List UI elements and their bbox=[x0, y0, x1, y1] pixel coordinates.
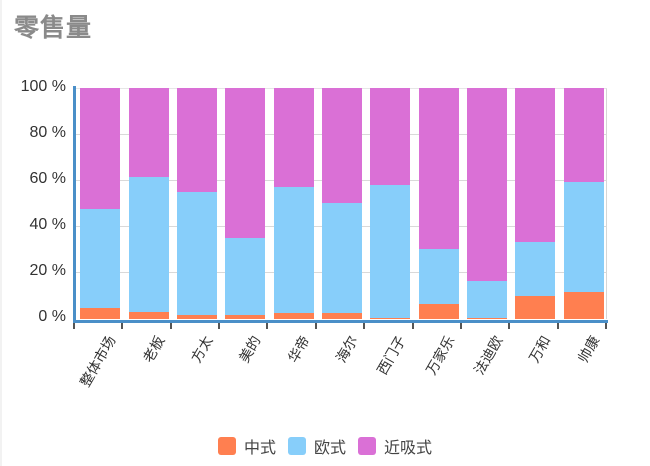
x-tick bbox=[556, 323, 559, 329]
bar-segment[interactable] bbox=[176, 315, 217, 319]
x-tick bbox=[605, 323, 607, 329]
bar-segment[interactable] bbox=[128, 88, 169, 177]
bar-segment[interactable] bbox=[273, 88, 314, 188]
bar-segment[interactable] bbox=[515, 242, 556, 296]
stacked-bar[interactable] bbox=[225, 88, 266, 319]
bar-segment[interactable] bbox=[128, 176, 169, 313]
stacked-bar[interactable] bbox=[273, 88, 314, 319]
stacked-bar[interactable] bbox=[563, 88, 604, 319]
stacked-bar[interactable] bbox=[322, 88, 362, 319]
x-tick-label: 万家乐 bbox=[423, 333, 459, 378]
bar-segment[interactable] bbox=[273, 187, 314, 313]
bar-segment[interactable] bbox=[225, 238, 266, 316]
x-tick-label: 帅康 bbox=[575, 333, 604, 366]
frame-edge bbox=[0, 0, 2, 466]
legend-label: 欧式 bbox=[313, 438, 346, 457]
legend-item-zhongshi[interactable]: 中式 bbox=[217, 434, 276, 458]
legend-label: 近吸式 bbox=[384, 438, 433, 457]
bar-segment[interactable] bbox=[225, 88, 266, 239]
x-axis-line bbox=[73, 320, 608, 323]
bar-segment[interactable] bbox=[322, 313, 362, 319]
bar-segment[interactable] bbox=[80, 307, 121, 319]
x-tick bbox=[314, 323, 317, 329]
y-tick-label: 100 % bbox=[20, 78, 66, 95]
bar-segment[interactable] bbox=[515, 295, 556, 319]
bar-segment[interactable] bbox=[563, 291, 604, 319]
stacked-bar[interactable] bbox=[80, 88, 121, 319]
legend: 中式 欧式 近吸式 bbox=[0, 434, 650, 458]
legend-swatch-icon bbox=[217, 437, 236, 455]
x-tick bbox=[218, 323, 221, 329]
x-tick bbox=[121, 323, 124, 329]
y-tick-label: 60 % bbox=[29, 170, 66, 187]
bar-segment[interactable] bbox=[80, 209, 121, 308]
y-tick-label: 20 % bbox=[29, 262, 66, 279]
bar-segment[interactable] bbox=[176, 191, 217, 316]
bar-segment[interactable] bbox=[515, 88, 556, 243]
bar-segment[interactable] bbox=[176, 88, 217, 192]
x-tick-label: 整体市场 bbox=[77, 333, 120, 390]
legend-item-oushi[interactable]: 欧式 bbox=[287, 434, 346, 458]
bar-segment[interactable] bbox=[563, 182, 604, 292]
y-tick-label: 0 % bbox=[38, 308, 66, 325]
bar-segment[interactable] bbox=[370, 185, 411, 318]
legend-swatch-icon bbox=[287, 437, 306, 455]
x-tick bbox=[266, 323, 269, 329]
x-tick bbox=[459, 323, 462, 329]
legend-label: 中式 bbox=[243, 438, 276, 457]
bar-segment[interactable] bbox=[467, 280, 508, 319]
x-tick bbox=[73, 323, 75, 329]
x-tick-label: 华帝 bbox=[285, 333, 314, 366]
y-tick-label: 80 % bbox=[29, 124, 66, 141]
bar-segment[interactable] bbox=[80, 88, 121, 210]
stacked-bar[interactable] bbox=[418, 88, 459, 319]
x-tick-label: 海尔 bbox=[333, 333, 362, 366]
bar-segment[interactable] bbox=[225, 315, 266, 319]
bar-segment[interactable] bbox=[128, 312, 169, 319]
x-tick bbox=[169, 323, 172, 329]
bar-segment[interactable] bbox=[467, 88, 508, 281]
stacked-bar[interactable] bbox=[370, 88, 411, 319]
y-axis-line bbox=[73, 86, 76, 323]
legend-swatch-icon bbox=[358, 437, 376, 455]
legend-item-jinxishi[interactable]: 近吸式 bbox=[358, 434, 432, 458]
bar-segment[interactable] bbox=[418, 249, 459, 304]
bar-segment[interactable] bbox=[322, 203, 362, 313]
bar-segment[interactable] bbox=[418, 88, 459, 250]
stacked-bar[interactable] bbox=[467, 88, 508, 319]
x-tick-label: 老板 bbox=[140, 333, 169, 366]
bar-segment[interactable] bbox=[563, 88, 604, 183]
bar-segment[interactable] bbox=[370, 88, 411, 186]
chart-title: 零售量 bbox=[14, 13, 93, 42]
bar-segment[interactable] bbox=[273, 313, 314, 319]
x-tick-label: 法迪欧 bbox=[471, 333, 507, 378]
x-tick-label: 美的 bbox=[236, 333, 265, 366]
bar-segment[interactable] bbox=[322, 88, 362, 204]
x-tick-label: 西门子 bbox=[374, 333, 410, 378]
x-tick bbox=[411, 323, 414, 329]
y-tick-label: 40 % bbox=[29, 216, 66, 233]
stacked-bar[interactable] bbox=[128, 88, 169, 319]
x-tick bbox=[363, 323, 366, 329]
bar-segment[interactable] bbox=[467, 318, 508, 319]
stacked-bar[interactable] bbox=[515, 88, 556, 319]
stacked-bar[interactable] bbox=[176, 88, 217, 319]
x-tick bbox=[508, 323, 511, 329]
x-tick-label: 万和 bbox=[527, 333, 555, 366]
bar-segment[interactable] bbox=[370, 317, 411, 319]
x-tick-label: 方太 bbox=[188, 333, 217, 366]
bar-segment[interactable] bbox=[418, 304, 459, 319]
